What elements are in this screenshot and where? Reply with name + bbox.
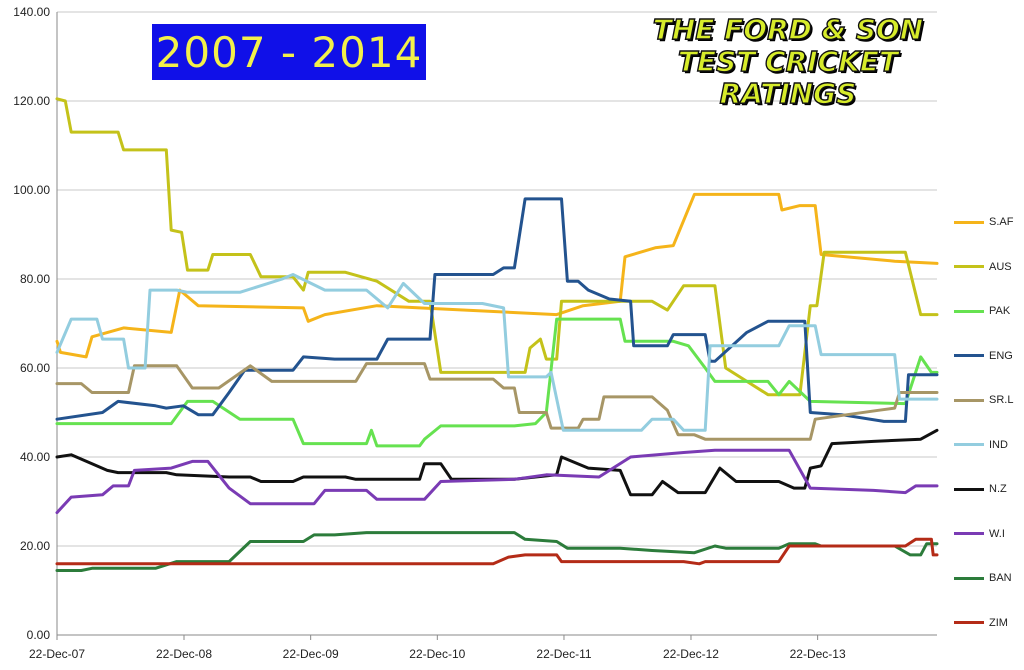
legend-swatch — [954, 532, 984, 535]
legend-label: W.I — [989, 527, 1005, 540]
y-tick-label: 140.00 — [13, 5, 50, 19]
series-line-wi — [55, 448, 939, 515]
y-tick-label: 100.00 — [13, 183, 50, 197]
legend-swatch — [954, 398, 984, 402]
series-line-saf — [55, 192, 939, 359]
x-tick-label: 22-Dec-09 — [283, 647, 339, 661]
legend-label: PAK — [989, 305, 1011, 317]
legend-item: BAN — [954, 570, 1012, 586]
series-line-aus — [55, 97, 939, 397]
y-tick-label: 40.00 — [20, 450, 50, 464]
series-line-eng — [55, 197, 939, 423]
period-badge-text: 2007 - 2014 — [155, 27, 423, 77]
legend-swatch — [954, 621, 984, 624]
series-line-ind — [55, 273, 939, 432]
legend-item: W.I — [954, 526, 1005, 542]
brand-line-2: TEST CRICKET RATINGS — [677, 45, 899, 110]
legend-item: ZIM — [954, 615, 1008, 631]
legend-swatch — [954, 220, 984, 224]
y-tick-label: 0.00 — [27, 628, 51, 642]
legend-swatch — [954, 354, 984, 357]
y-tick-label: 80.00 — [20, 272, 50, 286]
legend-swatch — [954, 309, 984, 313]
legend-label: BAN — [989, 572, 1012, 584]
legend-label: IND — [989, 438, 1008, 451]
legend-swatch — [954, 576, 984, 580]
y-tick-label: 60.00 — [20, 361, 50, 375]
period-badge: 2007 - 2014 — [152, 24, 426, 80]
y-tick-label: 120.00 — [13, 94, 50, 108]
legend-swatch — [954, 265, 984, 268]
legend-label: N.Z — [989, 483, 1007, 495]
legend-item: IND — [954, 437, 1008, 453]
y-tick-label: 20.00 — [20, 539, 50, 553]
legend-label: ZIM — [989, 616, 1008, 629]
x-tick-label: 22-Dec-11 — [536, 647, 591, 661]
legend-swatch — [954, 443, 984, 446]
x-tick-label: 22-Dec-08 — [156, 647, 212, 661]
series-line-zim — [55, 537, 939, 566]
brand-logo: THE FORD & SON TEST CRICKET RATINGS — [606, 13, 970, 110]
legend-item: ENG — [954, 348, 1013, 364]
legend-label: AUS — [989, 260, 1012, 273]
x-tick-label: 22-Dec-13 — [790, 647, 846, 661]
legend-item: N.Z — [954, 481, 1007, 497]
legend-item: AUS — [954, 259, 1012, 275]
x-tick-label: 22-Dec-10 — [409, 647, 465, 661]
x-tick-label: 22-Dec-12 — [663, 647, 719, 661]
brand-line-1: THE FORD & SON — [652, 13, 924, 46]
legend-label: ENG — [989, 349, 1013, 362]
legend-label: S.AF — [989, 216, 1014, 228]
legend-swatch — [954, 487, 984, 491]
legend-item: PAK — [954, 303, 1010, 319]
legend-item: S.AF — [954, 214, 1013, 230]
x-tick-label: 22-Dec-07 — [29, 647, 85, 661]
legend-item: SR.L — [954, 392, 1013, 408]
legend-label: SR.L — [989, 394, 1014, 406]
series-line-srl — [55, 362, 939, 441]
